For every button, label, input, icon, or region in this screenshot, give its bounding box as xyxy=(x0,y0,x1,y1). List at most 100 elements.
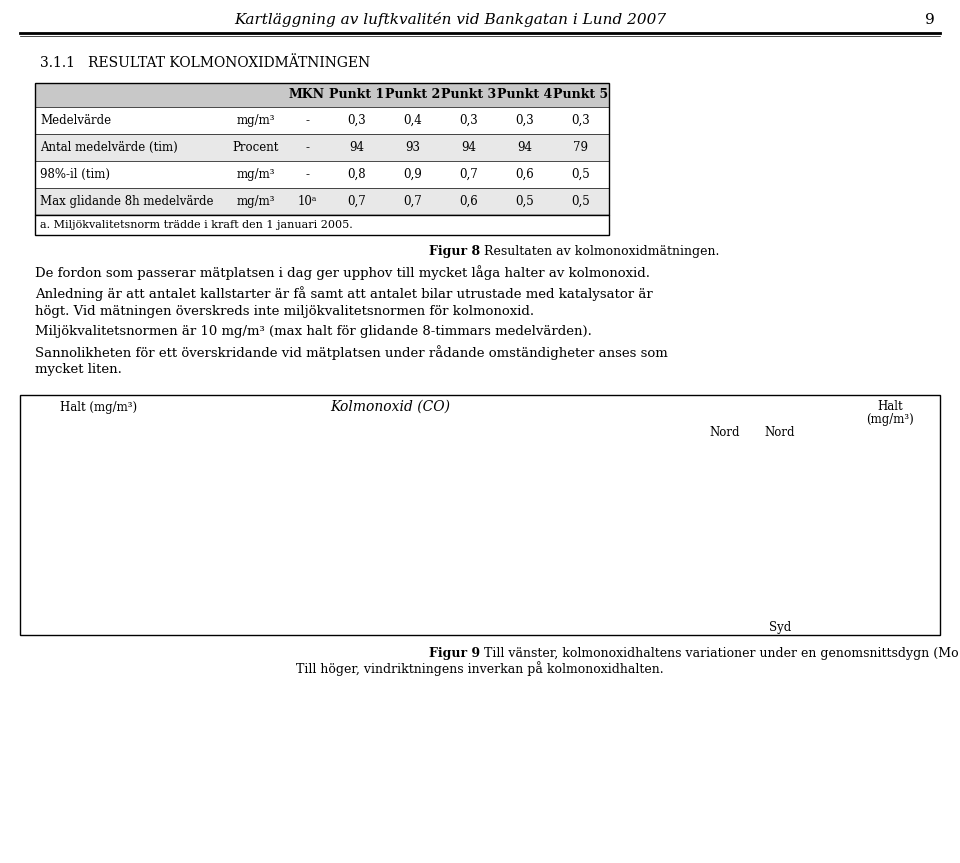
CO MP1 xyxy=(461,467,472,477)
Text: 3.1.1   RESULTAT KOLMONOXIDMÄTNINGEN: 3.1.1 RESULTAT KOLMONOXIDMÄTNINGEN xyxy=(40,56,371,70)
CO MP2 xyxy=(255,476,267,487)
CO MP1 xyxy=(124,517,135,527)
CO MP2 xyxy=(236,476,248,487)
Text: 0,7: 0,7 xyxy=(403,195,422,208)
Text: Miljökvalitetsnormen är 10 mg/m³ (max halt för glidande 8-timmars medelvärden).: Miljökvalitetsnormen är 10 mg/m³ (max ha… xyxy=(35,325,592,338)
Text: mg/m³: mg/m³ xyxy=(237,114,276,127)
Text: Max glidande 8h medelvärde: Max glidande 8h medelvärde xyxy=(40,195,213,208)
CO MP2 xyxy=(443,439,454,450)
Text: MKN: MKN xyxy=(289,89,325,102)
CO MP2 xyxy=(611,495,622,506)
CO MP2 xyxy=(161,495,173,506)
CO MP1 xyxy=(591,501,603,512)
Text: 98%-il (tim): 98%-il (tim) xyxy=(40,168,110,181)
Line: CO MP2: CO MP2 xyxy=(55,444,635,531)
Text: Punkt 4: Punkt 4 xyxy=(497,89,553,102)
CO MP2 xyxy=(180,482,192,493)
CO MP2 xyxy=(311,482,323,493)
Text: -: - xyxy=(305,114,309,127)
CO MP2 xyxy=(106,526,117,536)
Text: Syd: Syd xyxy=(769,620,791,633)
Text: 0: 0 xyxy=(777,513,783,522)
CO MP1 xyxy=(311,486,323,496)
Text: 0,5: 0,5 xyxy=(571,195,590,208)
CO MP1 xyxy=(199,488,210,499)
CO MP2 xyxy=(423,445,435,456)
Text: Punkt 3: Punkt 3 xyxy=(442,89,496,102)
Text: Punkt 1: Punkt 1 xyxy=(329,89,385,102)
Text: -: - xyxy=(305,168,309,181)
CO MP1 xyxy=(330,488,342,499)
Text: 9: 9 xyxy=(925,13,935,27)
CO MP2 xyxy=(293,480,304,490)
CO MP1 xyxy=(517,498,529,508)
CO MP1 xyxy=(573,504,585,514)
CO MP1 xyxy=(293,486,304,496)
Bar xyxy=(35,134,609,161)
CO MP1 xyxy=(629,504,640,514)
CO MP2 xyxy=(274,476,285,487)
CO MP1 xyxy=(405,467,417,477)
CO MP1 xyxy=(423,464,435,475)
Text: -: - xyxy=(305,141,309,154)
Text: Sannolikheten för ett överskridande vid mätplatsen under rådande omständigheter : Sannolikheten för ett överskridande vid … xyxy=(35,345,668,361)
CO MP2 xyxy=(124,517,135,527)
Text: mg/m³: mg/m³ xyxy=(237,168,276,181)
Text: mg/m³: mg/m³ xyxy=(237,195,276,208)
Text: Figur 9: Figur 9 xyxy=(429,646,480,659)
Text: 94: 94 xyxy=(517,141,533,154)
CO MP2 xyxy=(368,470,379,481)
Text: Kartläggning av luftkvalitén vid Bankgatan i Lund 2007: Kartläggning av luftkvalitén vid Bankgat… xyxy=(234,12,666,28)
CO MP1 xyxy=(236,486,248,496)
Text: (mg/m³): (mg/m³) xyxy=(866,413,914,426)
Text: 0,4: 0,4 xyxy=(403,114,422,127)
CO MP1 xyxy=(68,523,80,533)
Text: Anledning är att antalet kallstarter är få samt att antalet bilar utrustade med : Anledning är att antalet kallstarter är … xyxy=(35,287,653,301)
Bar xyxy=(35,107,609,134)
Text: Figur 8: Figur 8 xyxy=(429,244,480,257)
CO MP2 xyxy=(386,464,397,475)
CO MP1 xyxy=(611,501,622,512)
CO MP1 xyxy=(255,486,267,496)
Text: 0,3: 0,3 xyxy=(348,114,367,127)
CO MP1 xyxy=(348,486,360,496)
Text: a. Miljökvalitetsnorm trädde i kraft den 1 januari 2005.: a. Miljökvalitetsnorm trädde i kraft den… xyxy=(40,220,352,230)
CO MP2 xyxy=(555,498,566,508)
Bar xyxy=(35,83,609,215)
CO MP1 xyxy=(536,501,547,512)
Text: 94: 94 xyxy=(462,141,476,154)
CO MP2 xyxy=(591,495,603,506)
Text: 10ᵃ: 10ᵃ xyxy=(298,195,317,208)
CO MP1 xyxy=(161,501,173,512)
CO MP1 xyxy=(49,520,60,530)
Text: Medelvärde: Medelvärde xyxy=(40,114,111,127)
CO MP2 xyxy=(517,495,529,506)
Text: 0,9: 0,9 xyxy=(403,168,422,181)
CO MP2 xyxy=(461,467,472,477)
CO MP2 xyxy=(629,498,640,508)
Text: 0,5: 0,5 xyxy=(571,168,590,181)
Text: 0,3: 0,3 xyxy=(571,114,590,127)
Text: 93: 93 xyxy=(405,141,420,154)
Text: Punkt 2: Punkt 2 xyxy=(385,89,441,102)
Bar xyxy=(20,395,940,635)
CO MP2 xyxy=(480,488,492,499)
Text: Procent: Procent xyxy=(233,141,279,154)
Text: högt. Vid mätningen överskreds inte miljökvalitetsnormen för kolmonoxid.: högt. Vid mätningen överskreds inte milj… xyxy=(35,305,534,318)
Text: Till vänster, kolmonoxidhaltens variationer under en genomsnittsdygn (Mo – Sö).: Till vänster, kolmonoxidhaltens variatio… xyxy=(480,646,960,659)
CO MP1 xyxy=(218,486,229,496)
CO MP2 xyxy=(199,480,210,490)
Text: 0,6: 0,6 xyxy=(460,195,478,208)
Text: Nord: Nord xyxy=(709,425,740,438)
CO MP1 xyxy=(180,495,192,506)
Text: 0,3: 0,3 xyxy=(516,114,535,127)
CO MP1 xyxy=(480,486,492,496)
Text: 94: 94 xyxy=(349,141,365,154)
Text: Antal medelvärde (tim): Antal medelvärde (tim) xyxy=(40,141,178,154)
Bar xyxy=(35,161,609,188)
CO MP2 xyxy=(86,526,98,536)
CO MP1 xyxy=(555,504,566,514)
CO MP1 xyxy=(368,480,379,490)
CO MP2 xyxy=(405,455,417,465)
CO MP1 xyxy=(86,526,98,536)
